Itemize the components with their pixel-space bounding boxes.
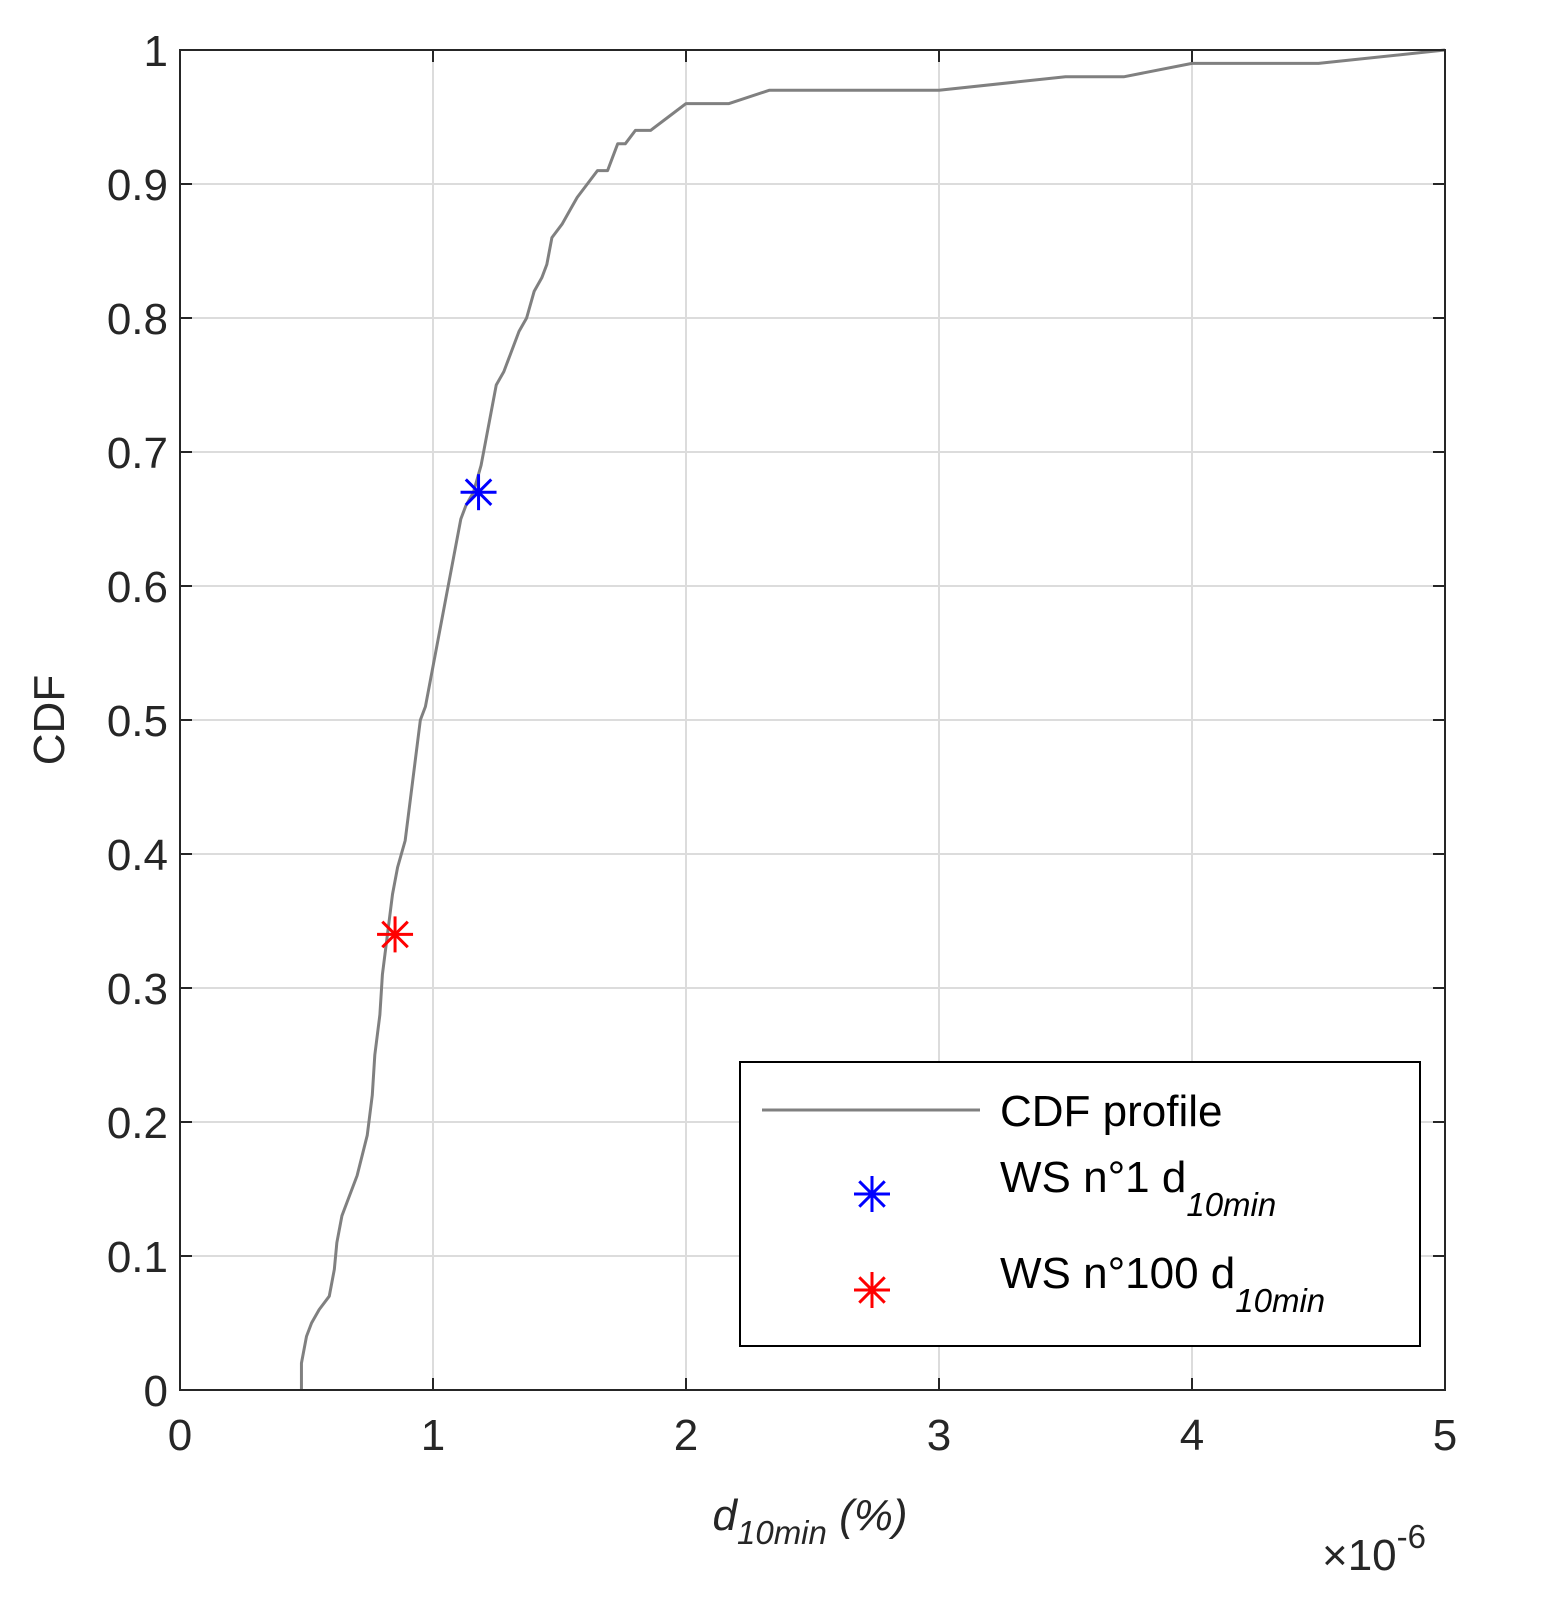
y-tick-label: 0.9 — [107, 161, 168, 210]
legend-label-ws1: WS n°1 d10min — [1000, 1153, 1276, 1223]
x-axis-label-main: d — [713, 1491, 739, 1540]
ws1-marker — [460, 474, 497, 511]
y-tick-label: 0.5 — [107, 697, 168, 746]
y-tick-label: 0.6 — [107, 563, 168, 612]
legend-label-ws1-main: WS n°1 d — [1000, 1153, 1186, 1202]
x-scale-factor: ×10-6 — [1322, 1518, 1426, 1580]
legend-label-cdf-profile: CDF profile — [1000, 1087, 1223, 1136]
x-tick-label: 0 — [168, 1411, 192, 1460]
y-tick-label: 1 — [144, 27, 168, 76]
x-tick-label: 1 — [421, 1411, 445, 1460]
y-tick-label: 0.7 — [107, 429, 168, 478]
x-axis-label: d10min (%) — [713, 1491, 908, 1551]
y-tick-label: 0.3 — [107, 965, 168, 1014]
legend-label-ws1-subscript: 10min — [1186, 1186, 1276, 1223]
legend-swatch-ws100 — [854, 1272, 890, 1308]
asterisk-stroke — [464, 478, 493, 506]
legend-asterisk-ws1 — [854, 1176, 890, 1212]
cdf-profile-line — [299, 48, 1446, 1390]
y-tick-label: 0.8 — [107, 295, 168, 344]
x-axis-label-subscript: 10min — [737, 1514, 827, 1551]
ws100-marker — [377, 916, 414, 953]
asterisk-stroke — [381, 920, 409, 949]
x-tick-label: 4 — [1180, 1411, 1204, 1460]
y-axis-label: CDF — [25, 675, 74, 765]
x-tick-label: 2 — [674, 1411, 698, 1460]
y-tick-label: 0 — [144, 1367, 168, 1416]
asterisk-stroke — [858, 1276, 886, 1304]
x-scale-exponent: -6 — [1397, 1518, 1426, 1555]
legend-label-ws100-subscript: 10min — [1235, 1282, 1325, 1319]
legend-asterisk-ws100 — [854, 1272, 890, 1308]
y-tick-label: 0.2 — [107, 1099, 168, 1148]
legend-swatch-ws1 — [854, 1176, 890, 1212]
x-tick-label: 3 — [927, 1411, 951, 1460]
asterisk-stroke — [858, 1180, 886, 1208]
tick-labels: 0 1 2 3 4 5 0 0.1 0.2 0.3 0.4 0.5 0.6 0.7 0.8 0.9 1 — [107, 27, 1457, 1460]
tick-marks — [179, 49, 1446, 1391]
legend-label-ws100-main: WS n°100 d — [1000, 1249, 1235, 1298]
legend-label-ws100: WS n°100 d10min — [1000, 1249, 1325, 1319]
y-tick-label: 0.1 — [107, 1233, 168, 1282]
y-tick-label: 0.4 — [107, 831, 168, 880]
x-axis-label-suffix: (%) — [827, 1491, 908, 1540]
x-tick-label: 5 — [1433, 1411, 1457, 1460]
x-scale-base: ×10 — [1322, 1531, 1397, 1580]
legend: CDF profile WS n°1 d10min WS n°100 d10mi… — [739, 1061, 1421, 1347]
series-layer — [299, 48, 1446, 1390]
